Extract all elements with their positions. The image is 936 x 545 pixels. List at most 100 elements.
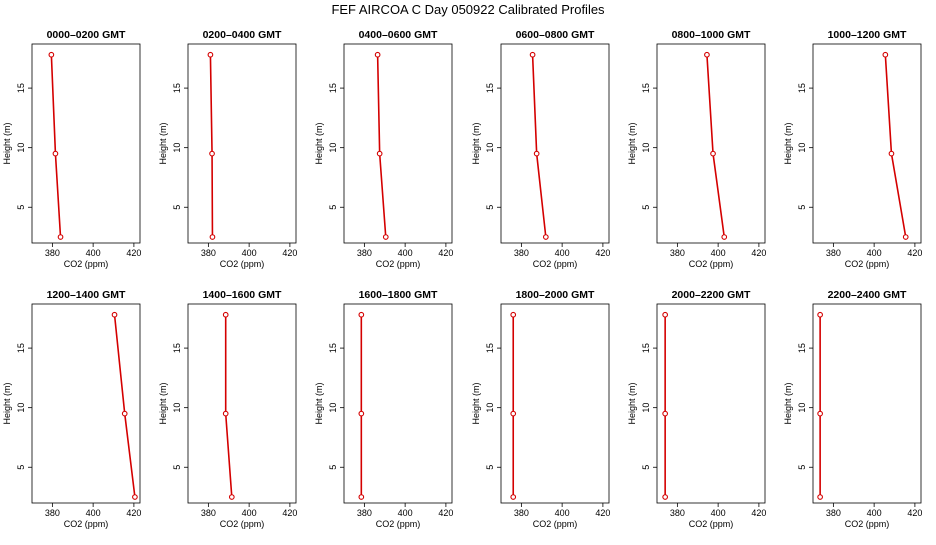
x-tick-label: 420 (282, 248, 297, 258)
x-tick-label: 400 (86, 508, 101, 518)
profile-line (50, 54, 62, 238)
data-point (533, 150, 540, 157)
plot-frame (187, 43, 297, 244)
profile-line (706, 54, 726, 238)
profile-panel: 0400–0600 GMT 380 400 420 5 10 15 CO2 (ppm) Heig… (314, 29, 453, 269)
x-tick-label: 420 (907, 508, 922, 518)
x-tick-label: 420 (282, 508, 297, 518)
plot-frame (343, 43, 453, 244)
y-tick-label: 15 (485, 343, 495, 353)
profile-line (209, 54, 214, 238)
y-tick-label: 10 (328, 143, 338, 153)
profile-panel: 1600–1800 GMT 380 400 420 5 10 15 CO2 (ppm) Heig… (314, 289, 453, 529)
data-point (121, 410, 128, 417)
data-point (382, 234, 389, 240)
y-tick-label: 5 (641, 205, 651, 210)
x-tick-label: 380 (670, 248, 685, 258)
y-tick-label: 10 (641, 143, 651, 153)
data-point (209, 234, 216, 240)
x-tick-label: 420 (126, 248, 141, 258)
x-tick-label: 400 (86, 248, 101, 258)
data-point (52, 150, 59, 157)
x-axis-label: CO2 (ppm) (689, 519, 734, 529)
x-tick-label: 380 (357, 508, 372, 518)
profile-panel: 0600–0800 GMT 380 400 420 5 10 15 CO2 (ppm) Heig… (471, 29, 610, 269)
data-point (817, 410, 823, 417)
y-tick-label: 5 (16, 205, 26, 210)
y-tick-label: 10 (797, 403, 807, 413)
y-tick-label: 5 (485, 465, 495, 470)
data-point (111, 311, 118, 318)
y-tick-label: 10 (485, 143, 495, 153)
x-tick-label: 420 (595, 508, 610, 518)
plot-frame (500, 303, 610, 504)
plot-frame (31, 303, 141, 504)
y-tick-label: 10 (797, 143, 807, 153)
panel-title: 1400–1600 GMT (203, 289, 282, 301)
y-axis-label: Height (m) (471, 382, 481, 424)
panel-title: 2200–2400 GMT (828, 289, 907, 301)
profile-panel: 1800–2000 GMT 380 400 420 5 10 15 CO2 (ppm) Heig… (471, 289, 610, 529)
plot-frame (31, 43, 141, 244)
plot-frame (343, 303, 453, 504)
data-point (207, 51, 214, 58)
y-tick-label: 15 (641, 83, 651, 93)
y-tick-label: 5 (797, 205, 807, 210)
data-point (228, 494, 235, 500)
x-tick-label: 420 (438, 248, 453, 258)
data-point (529, 51, 536, 58)
x-tick-label: 420 (751, 248, 766, 258)
x-axis-label: CO2 (ppm) (376, 519, 421, 529)
y-tick-label: 15 (172, 343, 182, 353)
data-point (710, 150, 716, 157)
x-tick-label: 380 (514, 248, 529, 258)
profile-line (884, 54, 907, 238)
profile-panel: 0200–0400 GMT 380 400 420 5 10 15 CO2 (ppm) Heig… (158, 29, 297, 269)
data-point (817, 494, 823, 500)
data-point (222, 410, 229, 417)
y-axis-label: Height (m) (314, 122, 324, 164)
x-tick-label: 420 (751, 508, 766, 518)
profile-line (531, 54, 547, 238)
data-point (209, 150, 215, 157)
y-tick-label: 15 (16, 83, 26, 93)
y-axis-label: Height (m) (158, 122, 168, 164)
plot-frame (500, 43, 610, 244)
data-point (358, 494, 365, 500)
y-tick-label: 15 (797, 343, 807, 353)
x-axis-label: CO2 (ppm) (533, 519, 578, 529)
panel-title: 0800–1000 GMT (672, 29, 751, 41)
x-tick-label: 400 (555, 248, 570, 258)
x-tick-label: 380 (826, 508, 841, 518)
x-axis-label: CO2 (ppm) (64, 259, 109, 269)
panel-title: 0200–0400 GMT (203, 29, 282, 41)
panel-title: 0600–0800 GMT (516, 29, 595, 41)
x-tick-label: 400 (711, 248, 726, 258)
x-tick-label: 400 (398, 508, 413, 518)
profile-panel: 0800–1000 GMT 380 400 420 5 10 15 CO2 (ppm) Heig… (627, 29, 766, 269)
x-tick-label: 400 (711, 508, 726, 518)
y-axis-label: Height (m) (783, 122, 793, 164)
x-axis-label: CO2 (ppm) (533, 259, 578, 269)
plot-frame (187, 303, 297, 504)
y-tick-label: 5 (16, 465, 26, 470)
y-axis-label: Height (m) (471, 122, 481, 164)
x-axis-label: CO2 (ppm) (64, 519, 109, 529)
y-axis-label: Height (m) (627, 382, 637, 424)
x-tick-label: 380 (45, 248, 60, 258)
x-tick-label: 380 (45, 508, 60, 518)
y-tick-label: 5 (641, 465, 651, 470)
x-tick-label: 400 (398, 248, 413, 258)
data-point (888, 150, 895, 157)
y-axis-label: Height (m) (783, 382, 793, 424)
y-tick-label: 10 (485, 403, 495, 413)
data-point (510, 410, 517, 417)
x-tick-label: 380 (357, 248, 372, 258)
data-point (662, 494, 669, 500)
x-axis-label: CO2 (ppm) (845, 259, 890, 269)
data-point (882, 51, 889, 58)
data-point (358, 311, 365, 318)
x-tick-label: 380 (514, 508, 529, 518)
x-axis-label: CO2 (ppm) (220, 259, 265, 269)
profile-panel: 1400–1600 GMT 380 400 420 5 10 15 CO2 (ppm) Heig… (158, 289, 297, 529)
